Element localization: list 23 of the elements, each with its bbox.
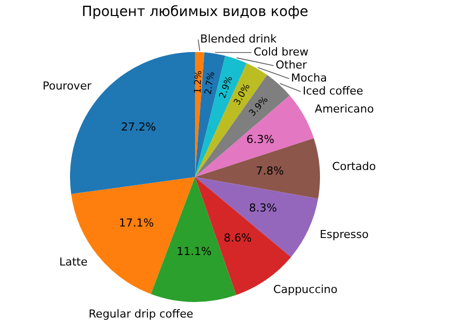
slice-label: Mocha [291,71,328,84]
slice-label: Iced coffee [302,84,364,98]
slice-label: Cappuccino [273,282,338,296]
slice-label: Blended drink [200,32,278,46]
slice-label: Cortado [332,160,376,174]
slice-label: Regular drip coffee [88,307,194,320]
slice-label: Other [276,58,308,72]
slice-label: Espresso [320,228,369,241]
data-label: 2.7% [204,70,218,96]
data-label: 7.8% [256,164,284,178]
data-label: 11.1% [176,244,212,258]
data-label: 17.1% [118,216,154,230]
slice-label: Latte [59,256,88,269]
slice-label: Cold brew [254,45,309,58]
data-label: 27.2% [120,120,156,134]
data-label: 2.9% [218,74,236,100]
slice-label: Pourover [42,79,92,92]
slice-label: Americano [314,102,374,116]
data-label: 6.3% [246,133,274,146]
chart-title: Процент любимых видов кофе [80,4,310,20]
data-label: 1.2% [193,70,204,94]
data-label: 8.6% [224,232,252,245]
data-label: 8.3% [249,201,277,214]
